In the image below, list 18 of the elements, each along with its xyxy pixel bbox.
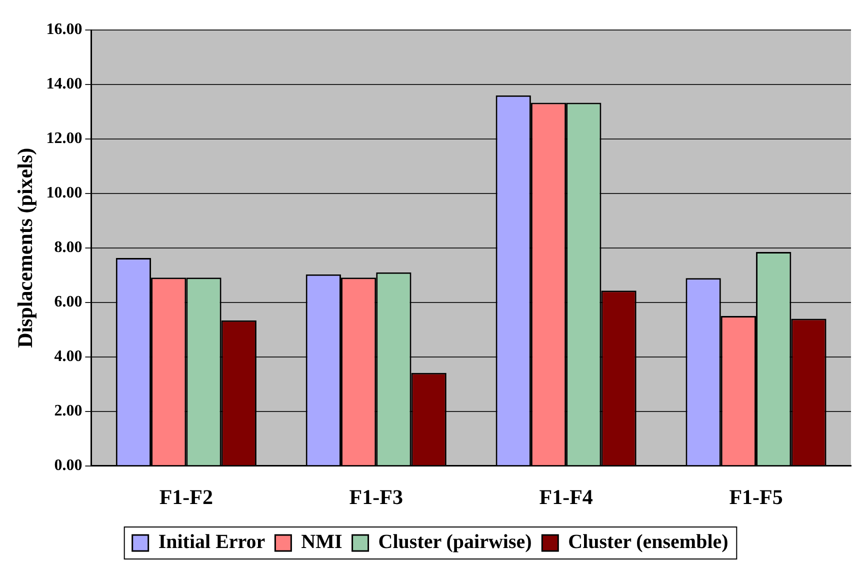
y-tick-label: 4.00 <box>54 348 82 365</box>
y-tick-label: 16.00 <box>46 21 82 38</box>
y-tick-label: 12.00 <box>46 130 82 148</box>
y-tick-label: 2.00 <box>54 402 82 420</box>
x-tick-label: F1-F5 <box>729 484 783 509</box>
y-tick-label: 6.00 <box>54 294 82 311</box>
y-tick-label: 0.00 <box>54 456 82 474</box>
legend-label: NMI <box>301 531 343 554</box>
y-tick-label: 8.00 <box>54 239 82 256</box>
x-tick-label: F1-F4 <box>539 484 594 509</box>
x-tick-label: F1-F3 <box>349 484 403 509</box>
x-tick-label: F1-F2 <box>159 484 214 509</box>
y-axis-title: Displacements (pixels) <box>13 148 38 348</box>
y-tick-label: 10.00 <box>46 184 82 202</box>
legend-label: Cluster (pairwise) <box>378 531 532 554</box>
y-tick-label: 14.00 <box>46 76 82 93</box>
legend-label: Initial Error <box>158 531 266 554</box>
legend-label: Cluster (ensemble) <box>568 531 728 554</box>
